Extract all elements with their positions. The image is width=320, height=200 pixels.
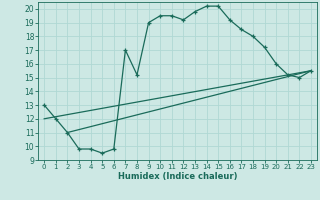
X-axis label: Humidex (Indice chaleur): Humidex (Indice chaleur) [118, 172, 237, 181]
